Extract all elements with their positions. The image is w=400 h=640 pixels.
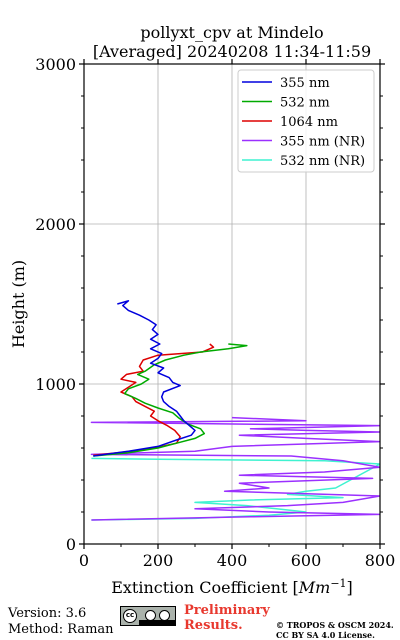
y-axis-label: Height (m) <box>9 260 28 348</box>
x-tick-label: 200 <box>143 551 174 570</box>
legend-label: 532 nm <box>280 96 330 111</box>
cc-icon: cc <box>123 609 137 623</box>
copyright-line-2: CC BY SA 4.0 License. <box>276 630 375 640</box>
x-tick-label: 800 <box>365 551 396 570</box>
x-tick-label: 0 <box>79 551 89 570</box>
extinction-profile-chart: pollyxt_cpv at Mindelo [Averaged] 202402… <box>9 23 396 597</box>
y-tick-label: 1000 <box>35 375 76 394</box>
copyright-notice: © TROPOS & OSCM 2024. CC BY SA 4.0 Licen… <box>276 620 394 640</box>
legend: 355 nm 532 nm 1064 nm 355 nm (NR) 532 nm (NR… <box>237 69 375 173</box>
legend-box <box>237 69 375 173</box>
legend-label: 532 nm (NR) <box>280 154 365 169</box>
x-axis-label: Extinction Coefficient [Mm−1] <box>111 577 353 597</box>
preliminary-results-text: Preliminary Results. <box>184 603 270 633</box>
cc-license-strip <box>139 620 175 625</box>
y-tick-label: 3000 <box>35 55 76 74</box>
x-tick-label: 400 <box>217 551 248 570</box>
copyright-line-1: © TROPOS & OSCM 2024. <box>276 620 394 630</box>
y-tick-label: 2000 <box>35 215 76 234</box>
series-line-0 <box>93 300 196 457</box>
x-tick-label: 600 <box>291 551 322 570</box>
legend-label: 1064 nm <box>280 115 338 130</box>
legend-label: 355 nm <box>280 76 330 91</box>
y-tick-label: 0 <box>66 535 76 554</box>
series-line-1 <box>93 343 248 457</box>
chart-title: pollyxt_cpv at Mindelo <box>140 23 323 42</box>
version-text: Version: 3.6 <box>8 606 87 621</box>
preliminary-line-1: Preliminary <box>184 603 270 618</box>
preliminary-line-2: Results. <box>184 618 243 633</box>
method-text: Method: Raman <box>8 622 114 637</box>
series-line-3 <box>90 416 380 521</box>
legend-label: 355 nm (NR) <box>280 135 365 150</box>
cc-license-badge: cc <box>120 606 176 626</box>
chart-subtitle: [Averaged] 20240208 11:34-11:59 <box>93 42 371 61</box>
